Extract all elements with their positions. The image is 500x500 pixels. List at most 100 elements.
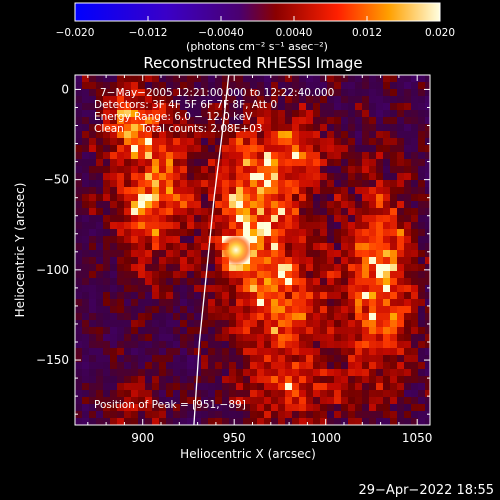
heatmap-cell: [110, 89, 118, 97]
heatmap-cell: [369, 306, 377, 314]
heatmap-cell: [110, 341, 118, 349]
heatmap-cell: [320, 383, 328, 391]
heatmap-cell: [131, 299, 139, 307]
heatmap-cell: [229, 75, 237, 83]
heatmap-cell: [397, 138, 405, 146]
heatmap-cell: [89, 89, 97, 97]
heatmap-cell: [152, 159, 160, 167]
heatmap-cell: [243, 320, 251, 328]
heatmap-cell: [180, 299, 188, 307]
heatmap-cell: [208, 278, 216, 286]
heatmap-cell: [96, 257, 104, 265]
heatmap-cell: [159, 348, 167, 356]
heatmap-cell: [348, 166, 356, 174]
heatmap-cell: [222, 278, 230, 286]
heatmap-cell: [229, 397, 237, 405]
heatmap-cell: [362, 124, 370, 132]
heatmap-cell: [236, 82, 244, 90]
heatmap-cell: [278, 180, 286, 188]
heatmap-cell: [103, 334, 111, 342]
heatmap-cell: [89, 285, 97, 293]
heatmap-cell: [264, 376, 272, 384]
heatmap-cell: [348, 229, 356, 237]
heatmap-cell: [411, 159, 419, 167]
heatmap-cell: [418, 194, 426, 202]
heatmap-cell: [264, 89, 272, 97]
heatmap-cell: [96, 348, 104, 356]
heatmap-cell: [376, 145, 384, 153]
heatmap-cell: [348, 334, 356, 342]
heatmap-cell: [166, 257, 174, 265]
heatmap-cell: [96, 103, 104, 111]
heatmap-cell: [187, 334, 195, 342]
heatmap-cell: [222, 215, 230, 223]
heatmap-cell: [341, 180, 349, 188]
heatmap-cell: [138, 243, 146, 251]
heatmap-cell: [229, 117, 237, 125]
heatmap-cell: [418, 222, 426, 230]
heatmap-cell: [103, 348, 111, 356]
heatmap-cell: [187, 320, 195, 328]
heatmap-cell: [159, 103, 167, 111]
heatmap-cell: [383, 96, 391, 104]
heatmap-cell: [208, 236, 216, 244]
heatmap-cell: [145, 145, 153, 153]
heatmap-cell: [208, 250, 216, 258]
heatmap-cell: [369, 313, 377, 321]
heatmap-cell: [89, 152, 97, 160]
heatmap-cell: [110, 222, 118, 230]
heatmap-cell: [327, 138, 335, 146]
heatmap-cell: [201, 348, 209, 356]
heatmap-cell: [222, 131, 230, 139]
heatmap-cell: [194, 397, 202, 405]
heatmap-cell: [229, 110, 237, 118]
x-tick-label: 950: [223, 431, 246, 445]
heatmap-cell: [341, 306, 349, 314]
heatmap-cell: [383, 306, 391, 314]
heatmap-cell: [355, 313, 363, 321]
heatmap-cell: [89, 306, 97, 314]
heatmap-cell: [166, 327, 174, 335]
heatmap-cell: [376, 138, 384, 146]
heatmap-cell: [411, 250, 419, 258]
heatmap-cell: [96, 299, 104, 307]
heatmap-cell: [243, 201, 251, 209]
heatmap-cell: [376, 82, 384, 90]
heatmap-cell: [299, 376, 307, 384]
heatmap-cell: [208, 397, 216, 405]
heatmap-cell: [103, 271, 111, 279]
heatmap-cell: [166, 250, 174, 258]
heatmap-cell: [243, 348, 251, 356]
heatmap-cell: [131, 222, 139, 230]
heatmap-cell: [376, 236, 384, 244]
heatmap-cell: [82, 292, 90, 300]
heatmap-cell: [110, 264, 118, 272]
heatmap-cell: [257, 82, 265, 90]
heatmap-cell: [404, 117, 412, 125]
heatmap-cell: [285, 383, 293, 391]
heatmap-cell: [166, 117, 174, 125]
heatmap-cell: [264, 201, 272, 209]
heatmap-cell: [201, 187, 209, 195]
heatmap-cell: [278, 243, 286, 251]
heatmap-cell: [96, 278, 104, 286]
heatmap-cell: [243, 376, 251, 384]
heatmap-cell: [341, 369, 349, 377]
heatmap-cell: [166, 208, 174, 216]
heatmap-cell: [278, 173, 286, 181]
heatmap-cell: [383, 236, 391, 244]
heatmap-cell: [292, 383, 300, 391]
heatmap-cell: [152, 369, 160, 377]
heatmap-cell: [257, 390, 265, 398]
heatmap-cell: [306, 278, 314, 286]
heatmap-cell: [425, 229, 430, 237]
heatmap-cell: [341, 152, 349, 160]
heatmap-cell: [257, 89, 265, 97]
heatmap-cell: [117, 292, 125, 300]
heatmap-cell: [89, 131, 97, 139]
heatmap-cell: [348, 348, 356, 356]
heatmap-cell: [187, 292, 195, 300]
heatmap-cell: [222, 138, 230, 146]
heatmap-cell: [201, 201, 209, 209]
heatmap-cell: [299, 159, 307, 167]
